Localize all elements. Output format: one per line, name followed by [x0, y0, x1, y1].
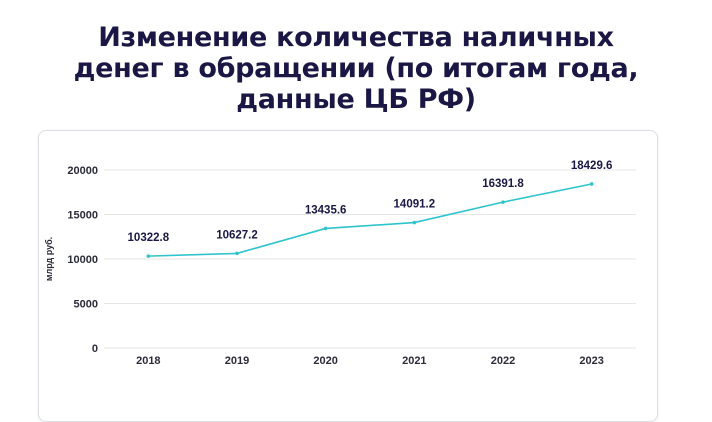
data-label: 10627.2 [216, 229, 258, 241]
x-tick-label: 2020 [313, 355, 337, 367]
x-axis-ticks: 2018 2019 2020 2021 2022 2023 [136, 355, 604, 367]
data-point [589, 182, 594, 186]
data-point [501, 200, 505, 204]
data-label: 13435.6 [305, 204, 347, 216]
data-label: 14091.2 [394, 199, 436, 211]
x-tick-label: 2022 [491, 355, 515, 367]
x-tick-label: 2023 [579, 355, 603, 367]
y-axis-ticks: 0 5000 10000 15000 20000 [67, 165, 98, 355]
y-tick-label: 5000 [74, 299, 98, 311]
chart-title: Изменение количества наличных денег в об… [73, 22, 639, 115]
data-label: 16391.8 [482, 178, 524, 190]
line-chart: 0 5000 10000 15000 20000 2018 2019 2020 2021 202… [44, 160, 636, 367]
chart-card [38, 130, 658, 422]
data-labels: 10322.8 10627.2 13435.6 14091.2 16391.8 18429… [128, 160, 613, 244]
data-point [146, 254, 151, 258]
y-tick-label: 0 [92, 343, 98, 355]
x-tick-label: 2021 [402, 355, 426, 367]
series-line [148, 183, 592, 257]
grid-lines [104, 169, 636, 349]
series-layer [146, 182, 594, 258]
data-label: 18429.6 [571, 160, 613, 172]
y-axis-label: млрд руб. [44, 237, 54, 281]
y-tick-label: 10000 [67, 254, 98, 266]
x-tick-label: 2019 [225, 355, 249, 367]
data-label: 10322.8 [128, 232, 170, 244]
data-point [323, 226, 328, 231]
y-tick-label: 15000 [67, 210, 98, 222]
data-point [412, 220, 417, 225]
x-tick-label: 2018 [136, 355, 160, 367]
y-tick-label: 20000 [67, 165, 98, 177]
data-point [235, 251, 239, 256]
